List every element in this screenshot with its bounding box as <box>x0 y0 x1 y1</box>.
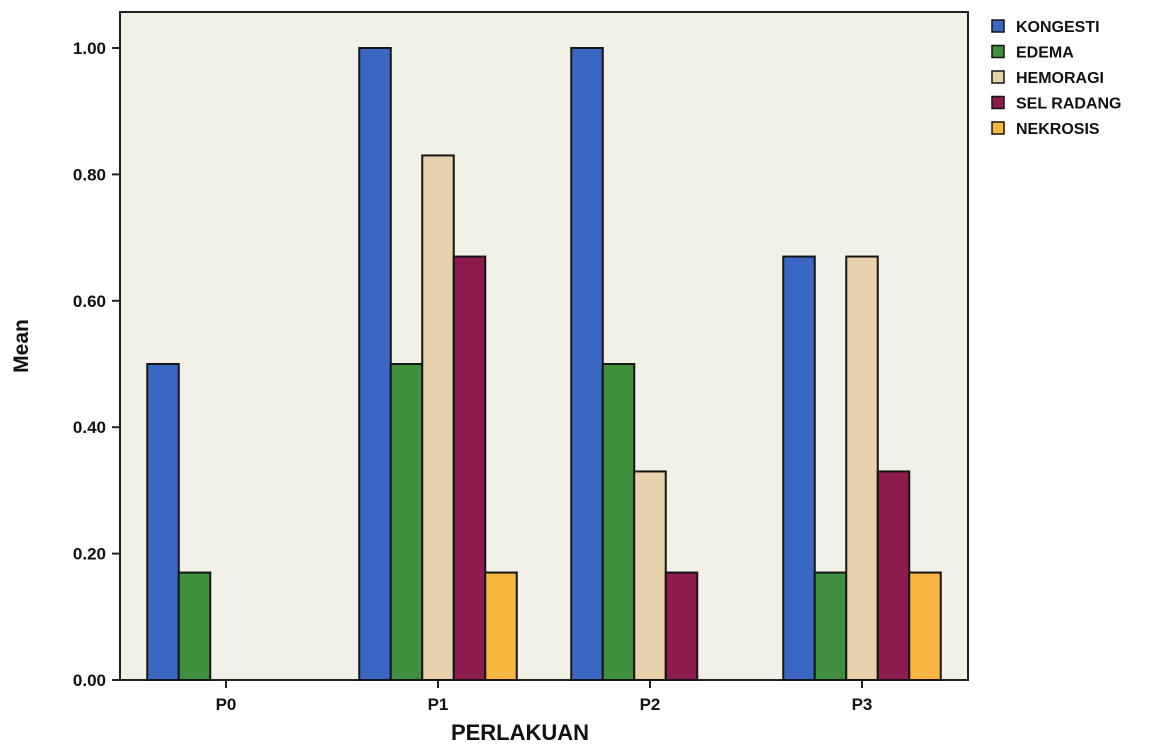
x-axis: P0 P1 P2 P3 <box>216 680 873 714</box>
bar-edema-p1 <box>389 363 424 681</box>
y-axis: 0.00 0.20 0.40 0.60 0.80 1.00 <box>73 39 120 690</box>
y-tick-label: 1.00 <box>73 39 106 58</box>
legend-label: EDEMA <box>1016 45 1074 62</box>
y-tick-label: 0.00 <box>73 671 106 690</box>
legend-swatch <box>991 95 1005 110</box>
legend: KONGESTI EDEMA HEMORAGI SEL RADANG NEKROSIS <box>991 19 1122 138</box>
bar-kongesti-p3 <box>782 255 816 681</box>
bars-group <box>146 47 942 681</box>
legend-swatch <box>991 70 1005 84</box>
legend-label: SEL RADANG <box>1016 96 1122 113</box>
bar-sel-radang-p3 <box>876 470 911 681</box>
legend-label: KONGESTI <box>1016 19 1100 36</box>
x-tick-label: P1 <box>428 695 449 714</box>
legend-swatch <box>991 121 1005 135</box>
bar-hemoragi-p1 <box>421 154 455 681</box>
bar-nekrosis-p3 <box>908 571 942 681</box>
plot-area <box>119 11 969 681</box>
y-axis-title: Mean <box>10 319 33 373</box>
bar-kongesti-p2 <box>570 47 604 681</box>
x-tick-label: P2 <box>640 695 661 714</box>
bar-hemoragi-p2 <box>633 470 667 681</box>
bar-edema-p3 <box>813 571 848 681</box>
y-tick-label: 0.40 <box>73 418 106 437</box>
bar-edema-p0 <box>177 571 212 681</box>
x-axis-title: PERLAKUAN <box>451 720 589 745</box>
bar-sel-radang-p2 <box>664 571 699 681</box>
y-tick-label: 0.80 <box>73 165 106 184</box>
bar-nekrosis-p1 <box>484 571 518 681</box>
y-tick-label: 0.60 <box>73 292 106 311</box>
bar-kongesti-p0 <box>146 363 180 681</box>
y-tick-label: 0.20 <box>73 545 106 564</box>
bar-edema-p2 <box>601 363 636 681</box>
x-tick-label: P3 <box>852 695 873 714</box>
legend-label: NEKROSIS <box>1016 121 1100 138</box>
x-tick-label: P0 <box>216 695 237 714</box>
bar-sel-radang-p1 <box>452 255 487 681</box>
bar-hemoragi-p3 <box>845 255 879 681</box>
legend-swatch <box>991 44 1005 59</box>
legend-swatch <box>991 19 1005 33</box>
legend-label: HEMORAGI <box>1016 70 1104 87</box>
bar-kongesti-p1 <box>358 47 392 681</box>
